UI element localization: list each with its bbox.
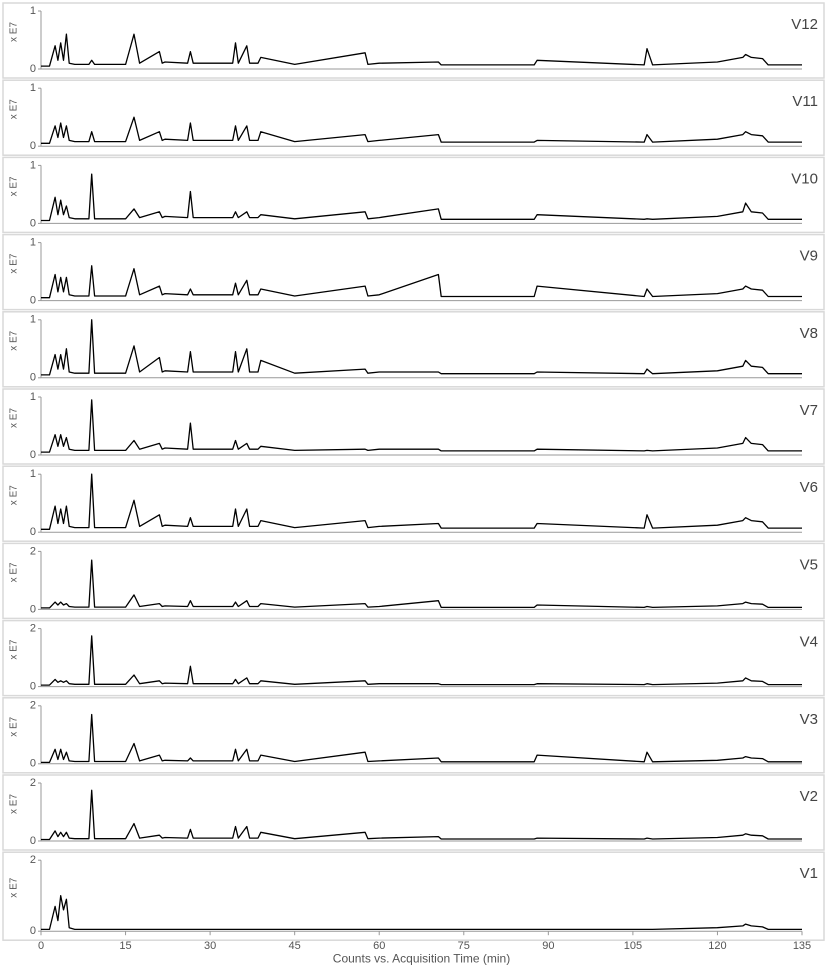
y-axis-label: x E7: [9, 176, 20, 196]
y-tick-label: 2: [30, 623, 36, 635]
series-label: V1: [800, 865, 818, 882]
x-tick-label: 45: [289, 940, 301, 952]
y-axis-label: x E7: [9, 330, 20, 350]
y-axis-label: x E7: [9, 99, 20, 119]
y-axis-label: x E7: [9, 485, 20, 505]
trace: [41, 713, 802, 764]
y-tick-label: 0: [30, 835, 36, 847]
series-label: V7: [800, 402, 818, 419]
y-tick-label: 2: [30, 777, 36, 789]
x-axis-label: Counts vs. Acquisition Time (min): [333, 951, 510, 965]
panel-frame: [2, 311, 825, 388]
y-tick-label: 1: [30, 314, 36, 326]
panel-frame: [2, 156, 825, 234]
series-label: V12: [791, 16, 818, 33]
trace: [41, 173, 802, 222]
series-label: V3: [800, 711, 818, 728]
y-axis-label: x E7: [9, 562, 20, 582]
panel-frame: [2, 233, 825, 311]
x-tick-label: 120: [708, 940, 726, 952]
y-tick-label: 0: [30, 681, 36, 693]
x-tick-label: 105: [624, 940, 642, 952]
y-tick-label: 0: [30, 526, 36, 538]
panel-frame: [2, 388, 825, 465]
y-axis-label: x E7: [9, 253, 20, 273]
trace: [41, 33, 802, 67]
panel-frame: [2, 774, 825, 851]
trace: [41, 789, 802, 841]
panel-frame: [2, 79, 825, 156]
y-axis-label: x E7: [9, 877, 20, 897]
y-tick-label: 1: [30, 237, 36, 249]
x-tick-label: 60: [373, 940, 385, 952]
trace: [41, 473, 802, 530]
panel-frame: [2, 465, 825, 542]
y-tick-label: 1: [30, 82, 36, 94]
x-tick-label: 15: [119, 940, 131, 952]
panel-frame: [2, 851, 825, 941]
panel-frame: [2, 697, 825, 774]
trace: [41, 399, 802, 453]
panel-frame: [2, 619, 825, 697]
y-tick-label: 0: [30, 603, 36, 615]
y-tick-label: 0: [30, 140, 36, 152]
panel-frame: [2, 2, 825, 79]
series-label: V2: [800, 788, 818, 805]
y-tick-label: 1: [30, 159, 36, 171]
y-tick-label: 1: [30, 468, 36, 480]
trace: [41, 116, 802, 144]
y-tick-label: 1: [30, 5, 36, 17]
series-label: V6: [800, 479, 818, 496]
series-label: V10: [791, 170, 818, 187]
trace: [41, 559, 802, 609]
trace: [41, 895, 802, 931]
y-tick-label: 0: [30, 217, 36, 229]
y-tick-label: 2: [30, 545, 36, 557]
trace: [41, 265, 802, 299]
y-tick-label: 1: [30, 391, 36, 403]
x-tick-label: 30: [204, 940, 216, 952]
trace: [41, 319, 802, 376]
panel-frame: [2, 542, 825, 620]
x-tick-label: 75: [458, 940, 470, 952]
y-tick-label: 0: [30, 295, 36, 307]
y-tick-label: 0: [30, 925, 36, 937]
trace: [41, 635, 802, 686]
y-axis-label: x E7: [9, 639, 20, 659]
series-label: V4: [800, 634, 818, 651]
x-tick-label: 0: [38, 940, 44, 952]
y-tick-label: 2: [30, 854, 36, 866]
y-axis-label: x E7: [9, 716, 20, 736]
x-tick-label: 90: [542, 940, 554, 952]
series-label: V5: [800, 556, 818, 573]
y-tick-label: 0: [30, 372, 36, 384]
y-axis-label: x E7: [9, 794, 20, 814]
y-axis-label: x E7: [9, 22, 20, 42]
y-tick-label: 2: [30, 700, 36, 712]
y-tick-label: 0: [30, 449, 36, 461]
y-tick-label: 0: [30, 758, 36, 770]
y-tick-label: 0: [30, 63, 36, 75]
series-label: V9: [800, 248, 818, 265]
series-label: V11: [792, 93, 818, 110]
series-label: V8: [800, 325, 818, 342]
y-axis-label: x E7: [9, 408, 20, 428]
x-tick-label: 135: [793, 940, 811, 952]
